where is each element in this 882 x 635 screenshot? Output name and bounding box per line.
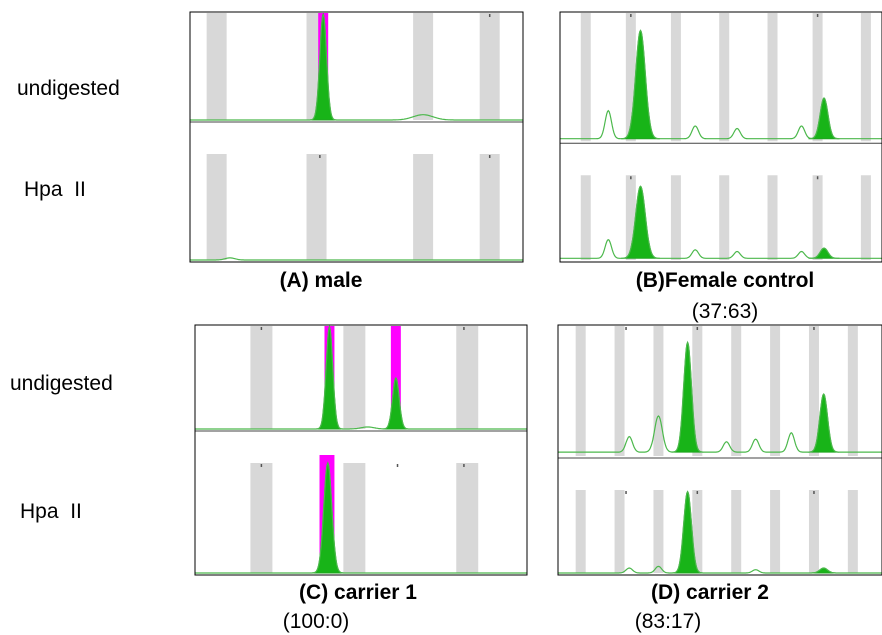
tick-mark [625, 491, 627, 494]
panel-frame [194, 324, 528, 576]
bin-band [306, 154, 327, 260]
panel-b-female-control [559, 11, 882, 263]
tick-mark [396, 464, 399, 467]
bin-band [479, 13, 500, 120]
bin-band [770, 326, 781, 456]
bin-band [614, 326, 625, 456]
peak-filled [311, 461, 344, 574]
bin-band [670, 175, 681, 260]
tick-mark [630, 176, 632, 180]
caption-b-female-control: (B)Female control [636, 269, 815, 292]
bin-band [206, 154, 227, 260]
bin-band [731, 490, 742, 573]
tick-mark [488, 14, 491, 17]
bin-band [767, 13, 778, 142]
tick-mark [488, 155, 491, 158]
bin-band [692, 490, 703, 573]
panel-c-carrier-1 [194, 324, 528, 576]
bin-band [479, 154, 500, 260]
bin-band [847, 490, 858, 573]
trace-line [560, 185, 882, 259]
panel-frame [189, 11, 524, 263]
bin-band [456, 463, 479, 573]
row-label-undigested-top: undigested [17, 77, 120, 100]
bin-band [653, 490, 664, 573]
trace-line [190, 257, 523, 261]
trace-line [195, 324, 527, 430]
tick-mark [625, 327, 627, 330]
tick-mark [260, 327, 263, 330]
peak-filled [316, 325, 343, 430]
ratio-d-carrier-2: (83:17) [635, 610, 702, 633]
ratio-c-carrier-1: (100:0) [283, 610, 350, 633]
panel-a-male [189, 11, 524, 263]
bin-band [413, 13, 434, 120]
ratio-b-female-control: (37:63) [692, 300, 759, 323]
bin-band [614, 490, 625, 573]
row-label-hpaii-bottom: Hpa II [20, 500, 82, 523]
bin-band [719, 175, 730, 260]
bin-band [580, 175, 591, 260]
bin-band [812, 13, 823, 142]
peak-filled [382, 377, 410, 430]
tick-mark [319, 155, 321, 158]
panel-d-carrier-2 [557, 324, 882, 576]
bin-band [580, 13, 591, 142]
bin-band [625, 13, 636, 142]
bin-band [413, 154, 434, 260]
tick-mark [630, 14, 632, 17]
tick-mark [696, 491, 699, 494]
bin-band [456, 326, 479, 429]
bin-band [670, 13, 681, 142]
trace-line [558, 340, 882, 453]
bin-band [575, 490, 586, 573]
trace-line [558, 490, 882, 574]
bin-band [343, 463, 366, 573]
bin-band [808, 326, 819, 456]
bin-band [860, 13, 871, 142]
tick-mark [813, 491, 815, 494]
bin-band [250, 463, 273, 573]
caption-d-carrier-2: (D) carrier 2 [651, 581, 769, 604]
tick-mark [816, 176, 819, 180]
bin-band [575, 326, 586, 456]
bin-band [770, 490, 781, 573]
bin-band [625, 175, 636, 260]
bin-band [767, 175, 778, 260]
row-label-hpaii-top: Hpa II [24, 178, 86, 201]
bin-band [692, 326, 703, 456]
caption-a-male: (A) male [280, 269, 363, 292]
bin-band [731, 326, 742, 456]
panel-frame [559, 11, 882, 263]
bin-band [847, 326, 858, 456]
bin-band [206, 13, 227, 120]
bin-band [719, 13, 730, 142]
trace-line [560, 29, 882, 140]
bin-band [812, 175, 823, 260]
bin-band [343, 326, 366, 429]
tick-mark [463, 464, 465, 467]
tick-mark [463, 327, 465, 330]
tick-mark [816, 14, 819, 17]
caption-c-carrier-1: (C) carrier 1 [299, 581, 417, 604]
panel-frame [557, 324, 882, 576]
bin-band [860, 175, 871, 260]
bin-band [250, 326, 273, 429]
tick-mark [813, 327, 815, 330]
bin-band [808, 490, 819, 573]
trace-line [195, 461, 527, 574]
tick-mark [696, 327, 699, 330]
row-label-undigested-bottom: undigested [10, 372, 113, 395]
tick-mark [260, 464, 263, 467]
bin-band [653, 326, 664, 456]
trace-line [190, 13, 523, 121]
